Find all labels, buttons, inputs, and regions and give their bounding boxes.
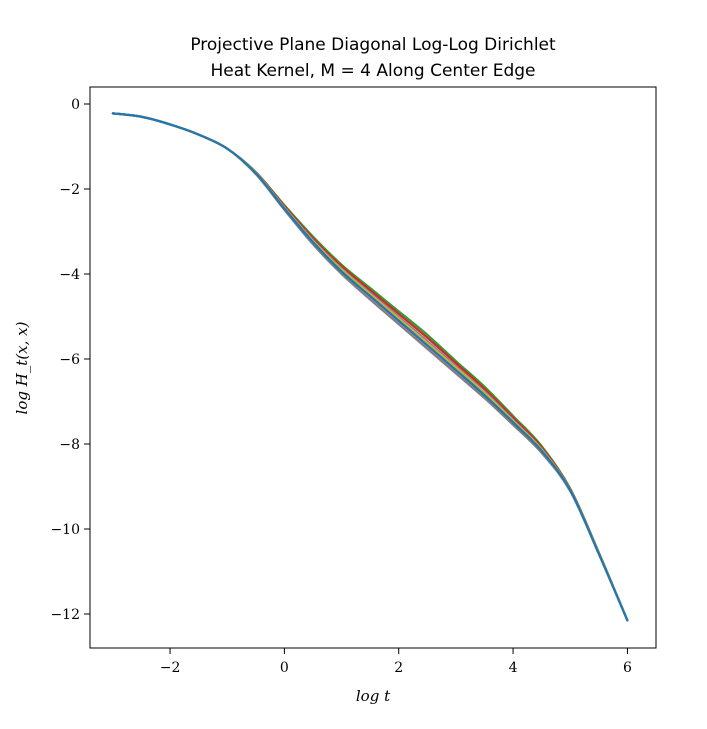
series-line-8 bbox=[111, 112, 629, 622]
series-line-7 bbox=[111, 112, 629, 622]
series-line-1 bbox=[111, 112, 629, 622]
x-tick-label: 6 bbox=[623, 660, 632, 676]
x-axis-label: log t bbox=[356, 687, 391, 705]
x-tick-label: 4 bbox=[509, 660, 518, 676]
y-axis-label: log H_t(x, x) bbox=[13, 321, 31, 414]
chart-title-line-2: Heat Kernel, M = 4 Along Center Edge bbox=[210, 61, 535, 81]
y-tick-label: −12 bbox=[50, 607, 80, 623]
plot-area-frame bbox=[89, 86, 657, 649]
y-tick-label: −2 bbox=[59, 182, 80, 198]
y-tick-label: −8 bbox=[59, 437, 80, 453]
series-line-6 bbox=[111, 112, 629, 622]
ticks-layer: −2 0 2 4 6 0 −2 −4 −6 −8 −10 −12 bbox=[50, 97, 632, 676]
x-tick-label: 2 bbox=[394, 660, 403, 676]
series-line-3 bbox=[111, 112, 629, 622]
series-line-5 bbox=[111, 112, 629, 622]
series-line-2 bbox=[111, 112, 629, 622]
x-tick-label: −2 bbox=[160, 660, 181, 676]
y-tick-label: 0 bbox=[71, 97, 80, 113]
y-tick-label: −10 bbox=[50, 522, 80, 538]
series-layer bbox=[111, 112, 629, 622]
y-tick-label: −6 bbox=[59, 352, 80, 368]
y-tick-label: −4 bbox=[59, 267, 80, 283]
series-line-4 bbox=[111, 112, 629, 622]
x-tick-label: 0 bbox=[280, 660, 289, 676]
chart-title-line-1: Projective Plane Diagonal Log-Log Dirich… bbox=[190, 35, 556, 55]
